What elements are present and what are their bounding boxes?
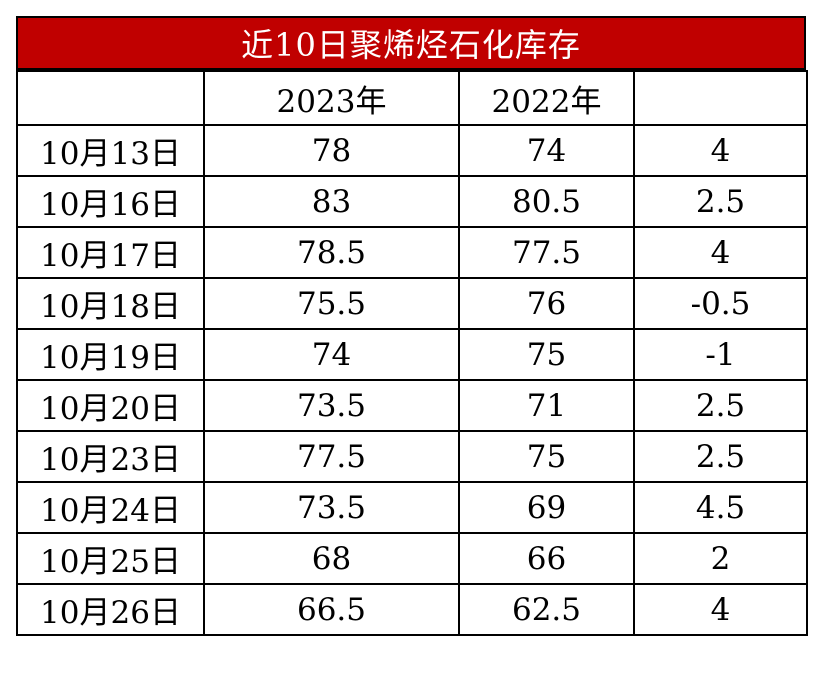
inventory-table: 2023年 2022年 10月13日 78 74 4 10月16日 83 80.5 2.5 10… <box>16 70 808 636</box>
value-2023-cell: 78.5 <box>203 226 460 279</box>
value-2022-cell: 77.5 <box>458 226 635 279</box>
header-cell-2023: 2023年 <box>203 70 460 126</box>
difference-cell: 2.5 <box>633 175 808 228</box>
header-cell-date <box>16 70 205 126</box>
value-2022-cell: 66 <box>458 532 635 585</box>
table-row: 10月16日 83 80.5 2.5 <box>16 175 808 228</box>
table-row: 10月13日 78 74 4 <box>16 124 808 177</box>
difference-cell: 4.5 <box>633 481 808 534</box>
table-row: 10月19日 74 75 -1 <box>16 328 808 381</box>
date-cell: 10月19日 <box>16 328 205 381</box>
value-2023-cell: 77.5 <box>203 430 460 483</box>
table-title: 近10日聚烯烃石化库存 <box>16 16 806 70</box>
value-2022-cell: 71 <box>458 379 635 432</box>
table-row: 10月23日 77.5 75 2.5 <box>16 430 808 483</box>
difference-cell: -1 <box>633 328 808 381</box>
value-2022-cell: 69 <box>458 481 635 534</box>
difference-cell: 4 <box>633 226 808 279</box>
date-cell: 10月25日 <box>16 532 205 585</box>
value-2023-cell: 73.5 <box>203 379 460 432</box>
header-row: 2023年 2022年 <box>16 70 808 126</box>
table-row: 10月18日 75.5 76 -0.5 <box>16 277 808 330</box>
date-cell: 10月26日 <box>16 583 205 636</box>
value-2023-cell: 74 <box>203 328 460 381</box>
date-cell: 10月18日 <box>16 277 205 330</box>
difference-cell: -0.5 <box>633 277 808 330</box>
date-cell: 10月20日 <box>16 379 205 432</box>
table-row: 10月17日 78.5 77.5 4 <box>16 226 808 279</box>
date-cell: 10月13日 <box>16 124 205 177</box>
value-2023-cell: 66.5 <box>203 583 460 636</box>
value-2023-cell: 75.5 <box>203 277 460 330</box>
value-2022-cell: 75 <box>458 328 635 381</box>
value-2023-cell: 78 <box>203 124 460 177</box>
table-row: 10月26日 66.5 62.5 4 <box>16 583 808 636</box>
date-cell: 10月16日 <box>16 175 205 228</box>
header-cell-2022: 2022年 <box>458 70 635 126</box>
value-2022-cell: 80.5 <box>458 175 635 228</box>
table-row: 10月24日 73.5 69 4.5 <box>16 481 808 534</box>
value-2022-cell: 75 <box>458 430 635 483</box>
difference-cell: 2 <box>633 532 808 585</box>
value-2023-cell: 68 <box>203 532 460 585</box>
table-row: 10月25日 68 66 2 <box>16 532 808 585</box>
value-2022-cell: 76 <box>458 277 635 330</box>
value-2023-cell: 73.5 <box>203 481 460 534</box>
inventory-table-container: 近10日聚烯烃石化库存 2023年 2022年 10月13日 78 74 4 10月16… <box>16 16 808 636</box>
difference-cell: 4 <box>633 583 808 636</box>
date-cell: 10月23日 <box>16 430 205 483</box>
value-2023-cell: 83 <box>203 175 460 228</box>
header-cell-diff <box>633 70 808 126</box>
difference-cell: 2.5 <box>633 379 808 432</box>
date-cell: 10月24日 <box>16 481 205 534</box>
value-2022-cell: 62.5 <box>458 583 635 636</box>
difference-cell: 4 <box>633 124 808 177</box>
date-cell: 10月17日 <box>16 226 205 279</box>
value-2022-cell: 74 <box>458 124 635 177</box>
table-row: 10月20日 73.5 71 2.5 <box>16 379 808 432</box>
difference-cell: 2.5 <box>633 430 808 483</box>
